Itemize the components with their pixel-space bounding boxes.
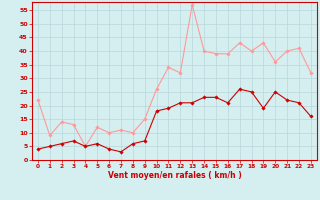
X-axis label: Vent moyen/en rafales ( km/h ): Vent moyen/en rafales ( km/h ) — [108, 171, 241, 180]
